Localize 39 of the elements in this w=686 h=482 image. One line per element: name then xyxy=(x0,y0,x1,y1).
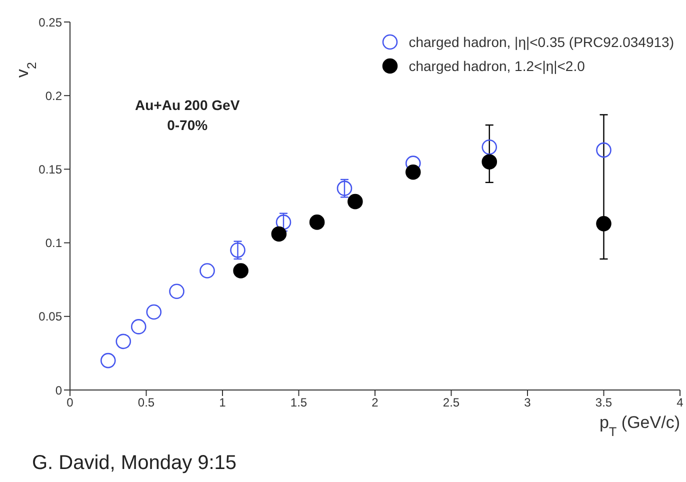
y-tick-label: 0.25 xyxy=(38,15,62,30)
annotation: 0-70% xyxy=(166,116,209,135)
y-tick-label: 0.2 xyxy=(45,88,62,103)
point xyxy=(230,242,246,258)
point xyxy=(130,319,146,334)
x-axis-title: p$_{T}$ (GeV/c) xyxy=(599,413,680,438)
point xyxy=(405,164,421,180)
point xyxy=(200,263,215,278)
y-tick-label: 0.1 xyxy=(45,236,62,250)
text: G. David, Monday 9:15 xyxy=(32,452,237,475)
y-tick-label: 0.05 xyxy=(38,310,62,324)
x-tick-label: 2 xyxy=(372,396,379,410)
point xyxy=(348,194,363,210)
x-tick-label: 2.5 xyxy=(442,396,460,410)
x-tick-label: 0 xyxy=(66,396,74,410)
point xyxy=(100,352,116,368)
point xyxy=(309,214,325,230)
point xyxy=(596,142,612,158)
point xyxy=(233,263,248,278)
point xyxy=(336,180,352,196)
y-tick-label: 0 xyxy=(55,383,62,398)
point xyxy=(271,226,287,242)
point xyxy=(276,214,292,230)
annotation: Au+Au 200 GeV xyxy=(135,96,240,115)
point xyxy=(116,334,132,350)
point xyxy=(146,304,162,320)
y-tick-label: 0.15 xyxy=(38,162,62,176)
x-tick-label: 4 xyxy=(676,396,684,410)
point xyxy=(596,216,612,232)
x-tick-label: 1.5 xyxy=(290,396,308,410)
point xyxy=(482,154,498,170)
x-tick-label: 0.5 xyxy=(138,396,155,410)
x-tick-label: 1 xyxy=(219,396,226,410)
point xyxy=(169,284,184,300)
x-tick-label: 3.5 xyxy=(595,396,612,410)
legend-label: charged hadron, |η|<0.35 (PRC92.034913) xyxy=(408,33,674,52)
x-tick-label: 3 xyxy=(524,396,532,410)
point xyxy=(482,139,498,155)
legend-label: charged hadron, 1.2<|η|<2.0 xyxy=(408,57,585,76)
